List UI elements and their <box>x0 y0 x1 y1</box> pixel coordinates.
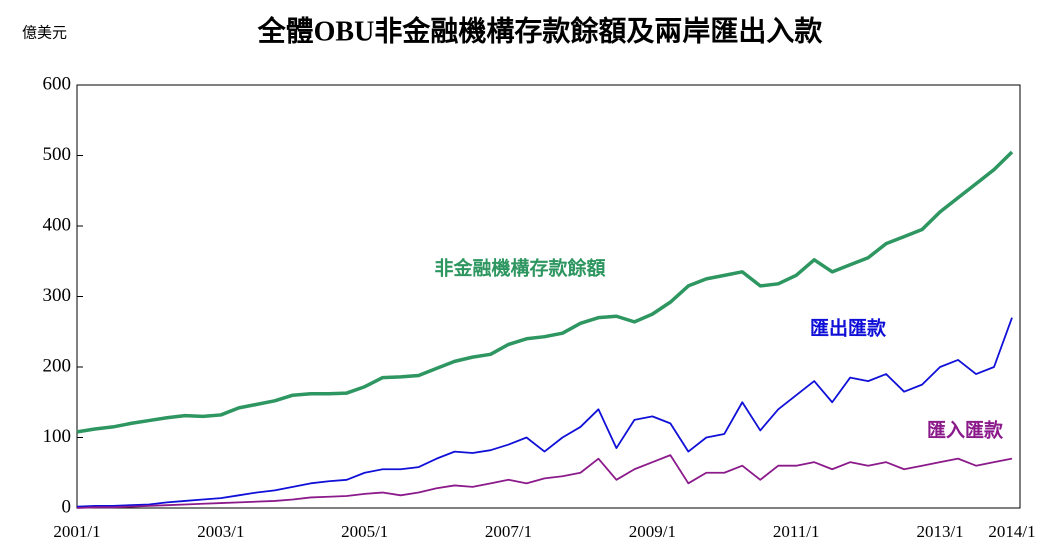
x-tick-label: 2003/1 <box>197 522 244 541</box>
unit-label: 億美元 <box>22 24 67 41</box>
series-line <box>76 317 1013 508</box>
x-tick-label: 2007/1 <box>485 522 532 541</box>
y-tick-label: 400 <box>43 214 72 235</box>
series-line <box>76 454 1013 509</box>
series-label: 匯入匯款 <box>927 418 1004 441</box>
x-tick-label: 2013/1 <box>916 522 963 541</box>
x-tick-label: 2009/1 <box>629 522 676 541</box>
y-tick-label: 200 <box>43 355 72 376</box>
x-tick-label: 2014/1 <box>988 522 1035 541</box>
series-label: 匯出匯款 <box>810 316 887 339</box>
x-tick-label: 2005/1 <box>341 522 388 541</box>
series-label: 非金融機構存款餘額 <box>434 256 605 279</box>
y-tick-label: 300 <box>43 285 72 306</box>
y-tick-label: 600 <box>43 73 72 94</box>
series-line <box>76 150 1014 434</box>
plot-frame <box>76 84 1021 509</box>
y-tick-label: 500 <box>43 144 72 165</box>
chart-title: 全體OBU非金融機構存款餘額及兩岸匯出入款 <box>257 14 824 47</box>
y-tick-label: 100 <box>43 426 72 447</box>
y-tick-label: 0 <box>62 496 72 517</box>
x-tick-label: 2001/1 <box>53 522 100 541</box>
x-tick-label: 2011/1 <box>773 522 820 541</box>
